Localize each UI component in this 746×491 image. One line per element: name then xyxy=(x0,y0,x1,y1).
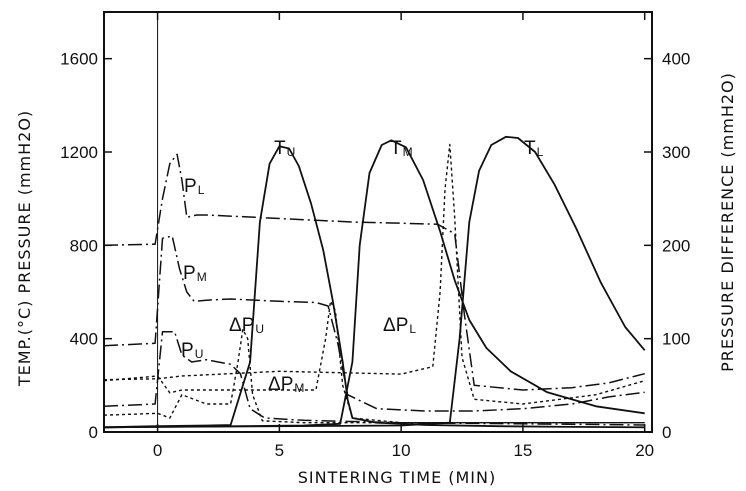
x-tick-label: 20 xyxy=(635,441,654,460)
y-left-tick-label: 0 xyxy=(89,423,98,442)
series-label: ΔPM xyxy=(268,374,304,395)
y-left-tick-label: 800 xyxy=(70,236,98,255)
curve-labels: TU TM TL PL PM PU ΔPU ΔPM ΔPL xyxy=(181,138,544,395)
y-right-tick-label: 400 xyxy=(662,50,690,69)
y-right-tick-label: 100 xyxy=(662,330,690,349)
y-axis-left-title: TEMP.(°C) PRESSURE (mmH2O) xyxy=(15,110,34,387)
x-tick-label: 15 xyxy=(513,441,532,460)
series-label: TL xyxy=(524,138,544,159)
y-axis-right-title: PRESSURE DIFFERENCE (mmH2O) xyxy=(718,72,737,372)
series-label: TM xyxy=(390,138,413,159)
series-line xyxy=(103,235,645,412)
series-line xyxy=(103,328,645,424)
series-label: ΔPU xyxy=(229,315,264,336)
x-tick-label: 5 xyxy=(275,441,284,460)
y-right-tick-label: 300 xyxy=(662,143,690,162)
series-label: TU xyxy=(274,138,295,159)
series-label: PM xyxy=(183,263,207,284)
series-line xyxy=(103,143,645,405)
plot-frame xyxy=(103,11,653,433)
x-tick-label: 0 xyxy=(153,441,162,460)
x-axis-title: SINTERING TIME (MIN) xyxy=(298,468,496,487)
y-right-tick-label: 200 xyxy=(662,236,690,255)
y-right-tick-label: 0 xyxy=(662,423,671,442)
y-left-tick-label: 1200 xyxy=(60,143,98,162)
series-label: ΔPL xyxy=(383,315,416,336)
plot-border xyxy=(103,11,653,433)
series-line xyxy=(103,135,646,429)
x-tick-label: 10 xyxy=(392,441,411,460)
series-layer xyxy=(103,135,646,429)
series-label: PL xyxy=(184,176,205,197)
series-label: PU xyxy=(181,340,203,361)
series-line xyxy=(103,153,645,391)
series-line xyxy=(103,139,645,429)
y-left-tick-label: 1600 xyxy=(60,50,98,69)
y-left-tick-label: 400 xyxy=(70,330,98,349)
series-line xyxy=(103,330,645,426)
